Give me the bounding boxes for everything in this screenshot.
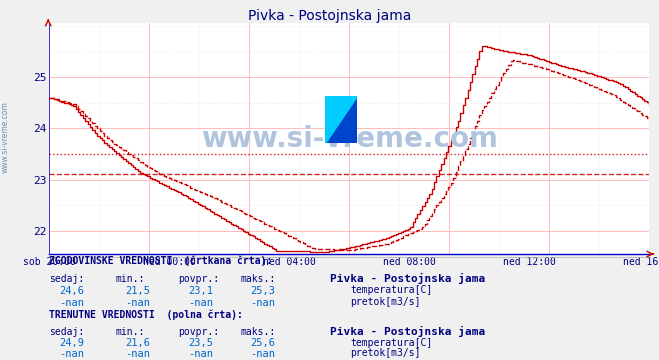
Text: -nan: -nan	[188, 298, 213, 308]
Text: 25,3: 25,3	[250, 286, 275, 296]
Text: Pivka - Postojnska jama: Pivka - Postojnska jama	[248, 9, 411, 23]
Text: maks.:: maks.:	[241, 274, 275, 284]
Text: pretok[m3/s]: pretok[m3/s]	[351, 348, 421, 359]
Text: povpr.:: povpr.:	[178, 327, 219, 337]
Text: -nan: -nan	[59, 349, 84, 359]
Text: maks.:: maks.:	[241, 327, 275, 337]
Text: Pivka - Postojnska jama: Pivka - Postojnska jama	[330, 273, 485, 284]
Text: -nan: -nan	[125, 298, 150, 308]
Text: 24,6: 24,6	[59, 286, 84, 296]
Text: 21,5: 21,5	[125, 286, 150, 296]
Text: -nan: -nan	[125, 349, 150, 359]
Text: 23,5: 23,5	[188, 338, 213, 348]
Text: pretok[m3/s]: pretok[m3/s]	[351, 297, 421, 307]
Polygon shape	[326, 96, 357, 143]
Text: TRENUTNE VREDNOSTI  (polna črta):: TRENUTNE VREDNOSTI (polna črta):	[49, 309, 243, 320]
Text: 21,6: 21,6	[125, 338, 150, 348]
Text: min.:: min.:	[115, 274, 145, 284]
Text: sedaj:: sedaj:	[49, 274, 84, 284]
Text: ZGODOVINSKE VREDNOSTI  (črtkana črta):: ZGODOVINSKE VREDNOSTI (črtkana črta):	[49, 255, 273, 266]
Text: temperatura[C]: temperatura[C]	[351, 285, 433, 296]
Text: -nan: -nan	[250, 298, 275, 308]
Text: www.si-vreme.com: www.si-vreme.com	[1, 101, 10, 173]
Text: 25,6: 25,6	[250, 338, 275, 348]
Text: www.si-vreme.com: www.si-vreme.com	[201, 125, 498, 153]
Text: 23,1: 23,1	[188, 286, 213, 296]
Text: min.:: min.:	[115, 327, 145, 337]
Text: 24,9: 24,9	[59, 338, 84, 348]
Text: sedaj:: sedaj:	[49, 327, 84, 337]
Text: -nan: -nan	[188, 349, 213, 359]
Text: temperatura[C]: temperatura[C]	[351, 338, 433, 348]
Text: -nan: -nan	[250, 349, 275, 359]
Text: Pivka - Postojnska jama: Pivka - Postojnska jama	[330, 326, 485, 337]
Polygon shape	[326, 96, 357, 143]
Text: -nan: -nan	[59, 298, 84, 308]
Text: povpr.:: povpr.:	[178, 274, 219, 284]
